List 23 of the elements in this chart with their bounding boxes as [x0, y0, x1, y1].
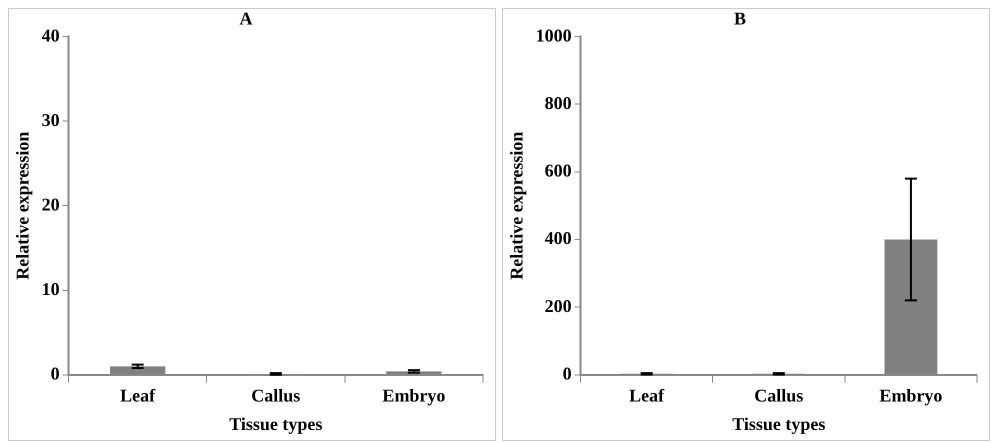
- y-tick-label: 0: [562, 363, 572, 384]
- x-axis-title: Tissue types: [229, 414, 322, 434]
- x-tick-label: Embryo: [879, 385, 942, 406]
- y-tick-label: 40: [42, 25, 60, 46]
- y-tick-label: 0: [50, 363, 60, 384]
- y-tick-label: 400: [544, 228, 572, 248]
- y-tick-label: 800: [544, 92, 572, 113]
- y-tick-label: 1000: [536, 25, 572, 46]
- x-tick-label: Leaf: [629, 385, 666, 406]
- y-axis-title: Relative expression: [12, 132, 32, 280]
- y-tick-label: 10: [42, 278, 60, 299]
- x-tick-label: Leaf: [120, 385, 156, 406]
- y-axis-title: Relative expression: [506, 132, 526, 280]
- y-tick-label: 600: [544, 160, 572, 181]
- x-tick-label: Embryo: [382, 385, 446, 406]
- y-tick-label: 20: [42, 194, 60, 214]
- x-tick-label: Callus: [754, 385, 804, 406]
- chart-title: B: [734, 8, 746, 28]
- x-tick-label: Callus: [251, 385, 300, 406]
- y-tick-label: 200: [544, 296, 572, 316]
- x-axis-title: Tissue types: [732, 414, 826, 434]
- chart-title: A: [240, 8, 252, 28]
- y-tick-label: 30: [42, 110, 60, 130]
